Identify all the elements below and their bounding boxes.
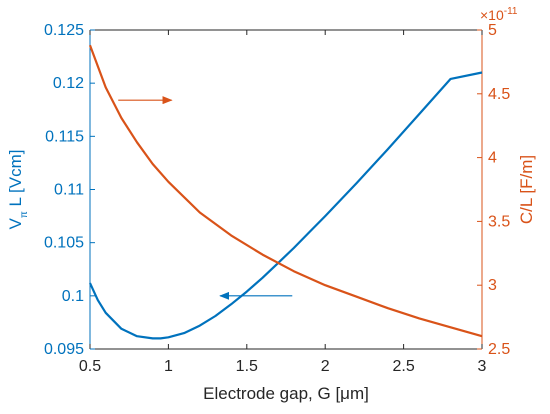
y-right-tick-label: 5 — [488, 22, 497, 39]
y-left-tick-label: 0.105 — [44, 235, 84, 252]
y-left-tick-label: 0.11 — [54, 182, 84, 199]
x-axis-label: Electrode gap, G [μm] — [203, 384, 369, 403]
y-right-tick-label: 3 — [488, 277, 497, 294]
y-left-label-sub: π — [19, 211, 30, 218]
y-right-tick-label: 4.5 — [488, 86, 510, 103]
y-right-axis-label: C/L [F/m] — [517, 155, 536, 224]
y-right-tick-label: 3.5 — [488, 213, 510, 230]
y-left-tick-label: 0.1 — [62, 288, 84, 305]
y-left-axis-label: Vπ L [Vcm] — [6, 150, 30, 230]
y-left-tick-label: 0.115 — [45, 128, 84, 145]
plot-area: 0.5 1 1.5 2 2.5 30.0950.10.1050.110.1150.120.… — [6, 6, 536, 403]
right-axis-exponent-power: -11 — [504, 6, 518, 17]
y-left-label-main: V — [6, 217, 25, 229]
y-right-tick-label: 4 — [488, 150, 497, 167]
series-capacitance-line — [88, 44, 483, 338]
x-tick-label: 3 — [478, 358, 487, 375]
y-left-label-rest: L [Vcm] — [6, 150, 25, 212]
x-tick-label: 0.5 — [79, 358, 101, 375]
y-left-tick-label: 0.125 — [44, 22, 84, 39]
y-right-tick-label: 2.5 — [488, 341, 510, 358]
x-tick-label: 2 — [321, 358, 330, 375]
right-axis-exponent: ×10-11 — [480, 6, 518, 23]
x-tick-label: 2.5 — [392, 358, 414, 375]
y-left-tick-label: 0.12 — [53, 75, 84, 92]
y-left-tick-label: 0.095 — [44, 341, 84, 358]
x-tick-label: 1 — [164, 358, 173, 375]
x-tick-label: 1.5 — [236, 358, 258, 375]
series-vpi-line — [89, 71, 483, 340]
